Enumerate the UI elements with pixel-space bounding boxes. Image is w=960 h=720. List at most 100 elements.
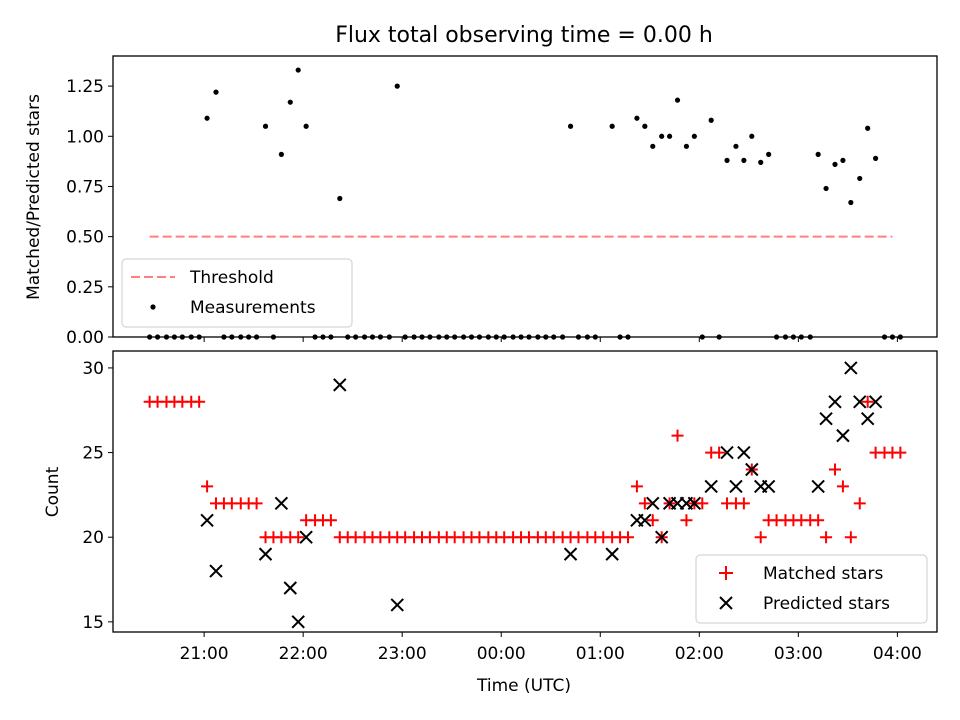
predicted-star-point [291, 615, 305, 629]
chart-title: Flux total observing time = 0.00 h [335, 23, 713, 48]
measurement-point [674, 97, 681, 103]
measurement-point [832, 161, 838, 167]
legend-matched-label: Matched stars [763, 564, 883, 584]
predicted-star-point [638, 513, 652, 527]
top-axes-frame [112, 55, 938, 338]
legend-matched-swatch [719, 566, 733, 580]
measurement-point [567, 123, 574, 129]
measurement-point [749, 133, 755, 139]
predicted-star-point [811, 479, 825, 494]
legend-predicted-swatch [719, 596, 733, 610]
bottom-legend: Matched stars Predicted stars [695, 554, 928, 624]
matched-star-point [638, 497, 651, 510]
matched-star-point [861, 395, 874, 408]
predicted-star-point [819, 412, 833, 426]
x-tick-label: 00:00 [477, 644, 526, 664]
top-x-ticks [203, 337, 898, 342]
measurement-point [815, 151, 821, 157]
bottom-y-tick-label: 15 [82, 613, 104, 633]
legend-measurements-swatch [150, 304, 156, 310]
predicted-star-point [283, 581, 297, 595]
x-tick-label: 04:00 [873, 644, 922, 664]
top-y-axis-label: Matched/Predicted stars [24, 94, 44, 300]
matched-star-point [680, 514, 693, 527]
matched-star-point [754, 531, 767, 544]
measurement-point [295, 67, 301, 73]
predicted-star-point [390, 598, 404, 612]
predicted-star-point [704, 479, 718, 494]
matched-star-point [324, 514, 337, 527]
measurement-point [659, 133, 665, 139]
matched-star-point [853, 497, 866, 510]
measurement-point [691, 133, 697, 139]
predicted-star-point [761, 479, 776, 494]
top-y-tick-label: 0.50 [66, 228, 104, 248]
measurement-point [848, 199, 854, 206]
top-y-tick-label: 1.00 [66, 127, 104, 147]
bottom-legend-box [695, 554, 928, 624]
top-y-tick-label: 0.00 [66, 328, 104, 348]
x-tick-label: 01:00 [576, 644, 625, 664]
matched-star-point [713, 446, 726, 459]
matched-star-point [828, 463, 841, 476]
predicted-star-point [853, 395, 867, 409]
predicted-star-point [836, 428, 850, 443]
measurement-point [262, 123, 269, 129]
x-tick-label: 23:00 [378, 644, 427, 664]
measurement-point [733, 143, 739, 149]
x-tick-label: 03:00 [774, 644, 823, 664]
measurement-point [204, 115, 210, 121]
matched-star-point [622, 531, 634, 544]
measurement-point [394, 83, 400, 89]
legend-measurements-label: Measurements [190, 298, 316, 318]
matched-star-point [250, 497, 263, 510]
legend-predicted-label: Predicted stars [763, 594, 890, 614]
top-y-tick-label: 0.25 [66, 278, 104, 298]
matched-star-point [671, 429, 684, 442]
matched-star-point [894, 446, 907, 459]
bottom-x-ticks: 21:00 22:00 23:00 00:00 01:00 02:00 03:00 04:00 [180, 632, 922, 664]
matched-star-point [201, 480, 214, 493]
bottom-y-tick-label: 25 [82, 444, 104, 464]
top-y-tick-label: 1.25 [66, 77, 104, 97]
measurement-point [650, 143, 656, 149]
matched-star-point [836, 480, 849, 493]
x-tick-label: 21:00 [180, 644, 229, 664]
measurement-point [857, 175, 863, 182]
predicted-star-point [200, 513, 214, 527]
matched-star-point [646, 514, 659, 527]
measurement-point [666, 133, 673, 139]
predicted-star-point [720, 445, 734, 460]
predicted-star-point [209, 564, 223, 578]
bottom-y-axis-label: Count [43, 466, 63, 517]
matched-star-point [696, 497, 709, 510]
predicted-star-point [258, 547, 273, 561]
predicted-star-point [729, 479, 743, 494]
measurement-point [287, 99, 293, 105]
measurement-point [766, 151, 772, 157]
predicted-star-point [654, 530, 669, 544]
matched-star-point [844, 531, 857, 544]
measurement-point [683, 143, 690, 149]
measurement-point [741, 157, 747, 163]
top-panel: 0.00 0.25 0.50 0.75 1.00 1.25 Matched/Predict… [24, 55, 938, 348]
matched-star-point [737, 497, 750, 510]
measurement-point [642, 123, 648, 129]
bottom-axes-frame [112, 350, 938, 633]
predicted-star-point [868, 395, 883, 409]
bottom-y-tick-label: 20 [82, 528, 104, 548]
bottom-y-ticks: 15 20 25 30 [82, 359, 113, 633]
bottom-panel: 15 20 25 30 21:00 22:00 23:00 00:00 01:00 02:00 0… [43, 350, 938, 696]
x-axis-label: Time (UTC) [476, 676, 571, 696]
top-y-ticks: 0.00 0.25 0.50 0.75 1.00 1.25 [66, 77, 113, 348]
predicted-star-point [646, 496, 660, 511]
top-y-tick-label: 0.75 [66, 177, 104, 197]
predicted-star-point [844, 361, 858, 375]
measurement-point [724, 157, 730, 163]
top-legend: Threshold Measurements [121, 258, 353, 328]
measurement-point [758, 159, 764, 165]
legend-threshold-label: Threshold [189, 268, 274, 288]
measurement-point [840, 157, 846, 163]
measurement-point [278, 151, 284, 157]
